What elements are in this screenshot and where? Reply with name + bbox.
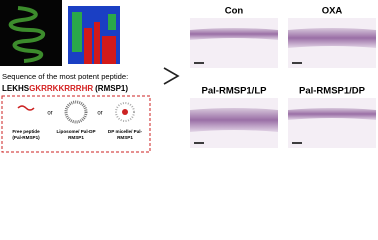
tissue-band bbox=[190, 108, 278, 132]
tissue-band bbox=[288, 28, 376, 48]
sequence-highlight: GKRRKKRRRHR bbox=[29, 84, 93, 93]
tissue-image bbox=[190, 18, 278, 68]
formulation-label: Free peptide bbox=[12, 129, 40, 134]
panel-label: OXA bbox=[322, 6, 343, 17]
panel-label: Con bbox=[225, 6, 244, 17]
figure: Sequence of the most potent peptide: LEK… bbox=[0, 0, 376, 153]
sequence-prefix: LEKHS bbox=[2, 84, 30, 93]
formulation-icons bbox=[17, 100, 135, 124]
formulation-label: DP micelle/ Pal- bbox=[108, 129, 143, 134]
sequence: LEKHSGKRRKKRRRHR (RMSP1) bbox=[2, 84, 128, 93]
separator: or bbox=[47, 111, 52, 117]
separator: or bbox=[97, 111, 102, 117]
formulation-label: (Pal-RMSP1) bbox=[12, 135, 40, 140]
formulation-label: RMSP1 bbox=[117, 135, 133, 140]
tissue-image bbox=[288, 98, 376, 148]
sequence-name: (RMSP1) bbox=[95, 84, 128, 93]
sequence-caption: Sequence of the most potent peptide: bbox=[2, 72, 128, 81]
formulation-label: Liposome/ Pal-DP bbox=[56, 129, 95, 134]
panel-label: Pal-RMSP1/DP bbox=[299, 86, 366, 97]
formulation-box bbox=[1, 95, 151, 153]
helix-structure bbox=[0, 0, 62, 66]
panel-label: Pal-RMSP1/LP bbox=[202, 86, 268, 97]
formulation-label: RMSP1 bbox=[68, 135, 84, 140]
tissue-band bbox=[288, 108, 376, 120]
heatmap bbox=[68, 6, 120, 64]
arrow bbox=[163, 67, 180, 85]
tissue-band bbox=[190, 28, 278, 40]
